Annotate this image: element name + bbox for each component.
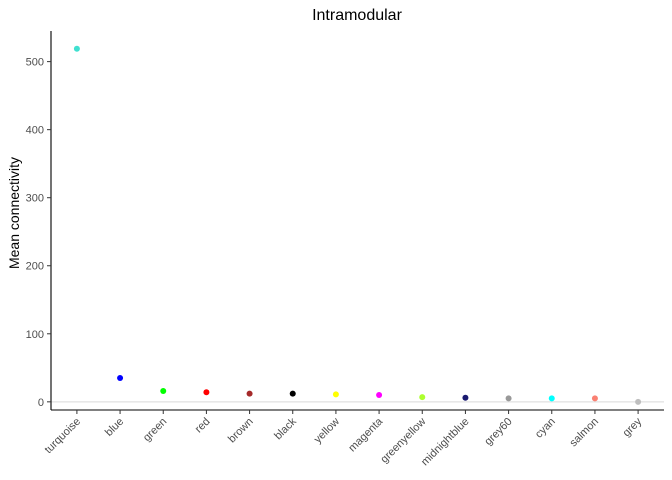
y-tick-label: 400 bbox=[26, 125, 44, 137]
x-tick-label: salmon bbox=[567, 416, 601, 450]
data-point-grey60 bbox=[505, 395, 512, 402]
y-axis-label: Mean connectivity bbox=[6, 157, 22, 269]
data-point-black bbox=[289, 390, 296, 397]
data-point-red bbox=[203, 389, 210, 396]
x-tick-label: magenta bbox=[346, 415, 385, 454]
data-point-cyan bbox=[548, 395, 555, 402]
data-point-salmon bbox=[591, 395, 598, 402]
x-tick-label: brown bbox=[226, 416, 256, 446]
y-tick-label: 0 bbox=[38, 397, 44, 409]
data-point-midnightblue bbox=[462, 394, 469, 401]
data-point-yellow bbox=[332, 391, 339, 398]
x-tick-label: yellow bbox=[312, 416, 342, 446]
x-tick-label: blue bbox=[103, 416, 126, 439]
data-points bbox=[73, 45, 642, 405]
x-tick-label: cyan bbox=[533, 416, 558, 441]
data-point-grey bbox=[635, 398, 642, 405]
y-tick-label: 200 bbox=[26, 261, 44, 273]
data-point-magenta bbox=[376, 392, 383, 399]
x-tick-label: turquoise bbox=[43, 416, 83, 456]
data-point-turquoise bbox=[73, 45, 80, 52]
x-tick-label: red bbox=[193, 416, 213, 436]
data-point-green bbox=[160, 387, 167, 394]
x-tick-label: grey bbox=[621, 415, 645, 439]
data-point-greenyellow bbox=[419, 394, 426, 401]
data-point-brown bbox=[246, 390, 253, 397]
data-point-blue bbox=[117, 375, 124, 382]
y-tick-label: 300 bbox=[26, 193, 44, 205]
x-ticks: turquoise blue green red brown black yellow mag… bbox=[43, 410, 645, 468]
y-tick-label: 500 bbox=[26, 57, 44, 69]
y-ticks: 0 100 200 300 400 500 bbox=[26, 57, 51, 409]
y-tick-label: 100 bbox=[26, 329, 44, 341]
chart-title: Intramodular bbox=[312, 7, 402, 24]
x-tick-label: green bbox=[141, 416, 169, 444]
x-tick-label: black bbox=[272, 415, 299, 442]
x-tick-label: grey60 bbox=[482, 416, 514, 448]
